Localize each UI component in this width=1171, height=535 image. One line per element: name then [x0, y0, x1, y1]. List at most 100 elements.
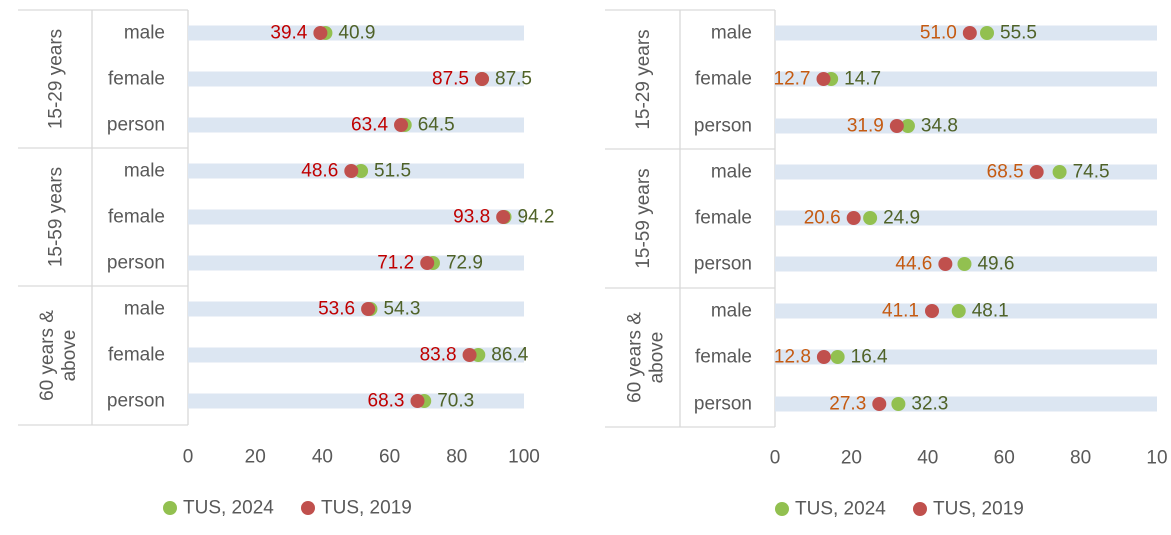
- range-bar: [188, 301, 524, 317]
- x-tick-label: 100: [508, 447, 540, 468]
- data-label-tus-2019: 41.1: [882, 301, 919, 322]
- category-label: male: [711, 162, 752, 183]
- data-label-tus-2019: 68.5: [987, 162, 1024, 183]
- dot-tus-2019: [313, 26, 328, 40]
- legend-label: TUS, 2024: [795, 499, 886, 520]
- data-label-tus-2019: 87.5: [432, 69, 469, 90]
- category-label: person: [694, 394, 752, 415]
- data-label-tus-2019: 93.8: [453, 207, 490, 228]
- legend-label: TUS, 2019: [321, 498, 412, 519]
- group-label-line: above: [59, 330, 80, 382]
- dot-tus-2024: [951, 304, 966, 318]
- category-label: female: [695, 208, 752, 229]
- dot-tus-2024: [980, 26, 995, 40]
- dot-tus-2024: [957, 257, 972, 271]
- dot-tus-2019: [925, 304, 940, 318]
- x-tick-label: 60: [994, 448, 1015, 469]
- chart-panel-1: 15-29 years male female person 15-59 years ma…: [18, 9, 555, 519]
- x-tick-label: 40: [312, 447, 333, 468]
- dot-tus-2019: [475, 72, 489, 86]
- data-label-tus-2024: 48.1: [972, 301, 1009, 322]
- dot-tus-2019: [420, 256, 435, 270]
- data-label-tus-2019: 12.7: [774, 69, 811, 90]
- category-label: male: [711, 23, 752, 44]
- dot-tus-2019: [962, 26, 977, 40]
- data-label-tus-2024: 14.7: [844, 69, 881, 90]
- data-label-tus-2024: 87.5: [495, 69, 532, 90]
- legend-label: TUS, 2019: [933, 499, 1024, 520]
- data-label-tus-2024: 51.5: [374, 161, 411, 182]
- range-bar: [188, 117, 524, 133]
- dot-tus-2024: [354, 164, 369, 178]
- dot-tus-2024: [863, 211, 878, 225]
- dot-tus-2019: [846, 211, 861, 225]
- dot-tus-2019: [816, 72, 831, 86]
- dot-tus-2019: [394, 118, 409, 132]
- data-label-tus-2019: 63.4: [351, 115, 388, 136]
- chart-panel-2: 15-29 years male female person 15-59 years ma…: [605, 9, 1168, 520]
- data-label-tus-2019: 68.3: [368, 391, 405, 412]
- data-label-tus-2024: 70.3: [437, 391, 474, 412]
- data-label-tus-2019: 48.6: [301, 161, 338, 182]
- range-bar: [188, 255, 524, 271]
- dot-tus-2019: [496, 210, 511, 224]
- range-bar: [188, 393, 524, 409]
- x-tick-label: 40: [917, 448, 938, 469]
- data-label-tus-2019: 31.9: [847, 116, 884, 137]
- data-label-tus-2019: 20.6: [804, 208, 841, 229]
- data-label-tus-2024: 24.9: [883, 208, 920, 229]
- dot-tus-2019: [938, 257, 953, 271]
- dot-tus-2024: [1052, 165, 1067, 179]
- data-label-tus-2024: 94.2: [518, 207, 555, 228]
- dot-tus-2019: [872, 397, 887, 411]
- category-label: male: [124, 23, 165, 44]
- data-label-tus-2024: 32.3: [911, 394, 948, 415]
- group-label-line: 60 years &: [625, 312, 646, 403]
- group-label: 15-29 years: [46, 29, 67, 129]
- category-label: female: [695, 347, 752, 368]
- dot-tus-2019: [344, 164, 359, 178]
- legend-label: TUS, 2024: [183, 498, 274, 519]
- data-label-tus-2024: 64.5: [418, 115, 455, 136]
- range-bar: [188, 25, 524, 41]
- category-label: person: [107, 253, 165, 274]
- group-label-line: 60 years &: [37, 310, 58, 401]
- legend-marker: [301, 501, 315, 515]
- data-label-tus-2019: 12.8: [774, 347, 811, 368]
- range-bar: [775, 396, 1157, 412]
- dot-tus-2019: [410, 394, 425, 408]
- range-bar: [775, 71, 1157, 87]
- data-label-tus-2024: 34.8: [921, 116, 958, 137]
- group-label-line: above: [647, 332, 668, 384]
- dot-tus-2024: [900, 119, 915, 133]
- dot-tus-2019: [889, 119, 904, 133]
- group-label: 15-59 years: [633, 168, 654, 268]
- range-bar: [775, 303, 1157, 319]
- data-label-tus-2024: 40.9: [338, 23, 375, 44]
- x-tick-label: 10: [1146, 448, 1167, 469]
- x-tick-label: 20: [245, 447, 266, 468]
- x-tick-label: 60: [379, 447, 400, 468]
- data-label-tus-2019: 53.6: [318, 299, 355, 320]
- category-label: female: [108, 207, 165, 228]
- category-label: person: [107, 115, 165, 136]
- x-tick-label: 20: [841, 448, 862, 469]
- x-tick-label: 0: [770, 448, 781, 469]
- data-label-tus-2024: 74.5: [1073, 162, 1110, 183]
- dot-tus-2019: [1029, 165, 1044, 179]
- dot-tus-2019: [361, 302, 376, 316]
- category-label: female: [108, 345, 165, 366]
- dot-tus-2019: [816, 350, 831, 364]
- data-label-tus-2024: 16.4: [851, 347, 888, 368]
- x-tick-label: 80: [446, 447, 467, 468]
- category-label: female: [695, 69, 752, 90]
- range-bar: [188, 347, 524, 363]
- category-label: person: [107, 391, 165, 412]
- data-label-tus-2024: 55.5: [1000, 23, 1037, 44]
- group-label: 15-59 years: [46, 167, 67, 267]
- dot-tus-2024: [830, 350, 845, 364]
- group-label: 15-29 years: [633, 29, 654, 129]
- range-bar: [188, 71, 524, 87]
- dot-tus-2024: [891, 397, 906, 411]
